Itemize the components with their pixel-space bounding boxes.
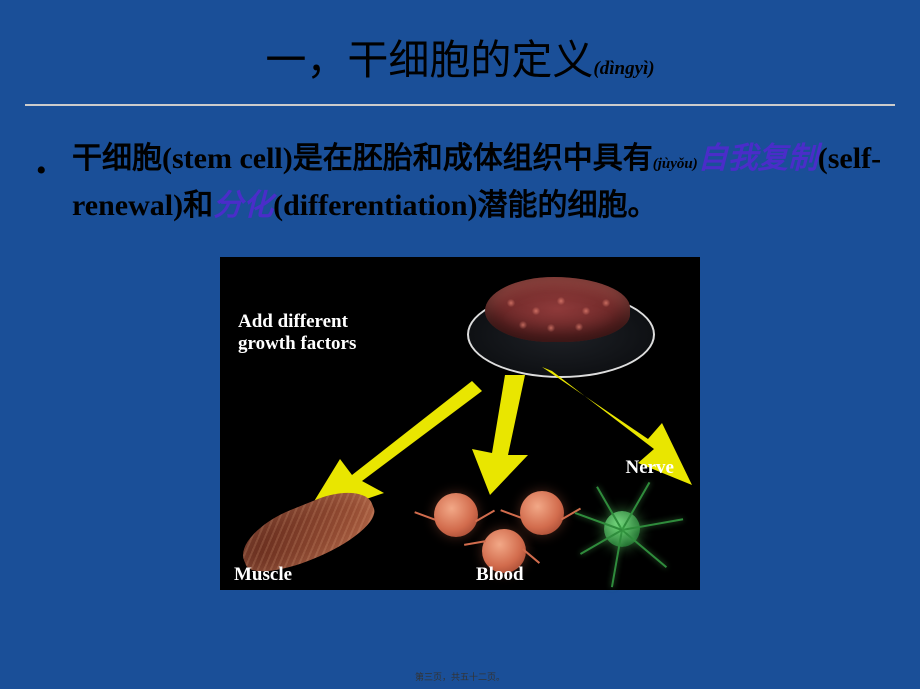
body-black-b: (differentiation)潜能的细胞。 xyxy=(273,189,657,222)
nerve-label: Nerve xyxy=(625,457,674,479)
bullet-icon: • xyxy=(36,148,47,195)
figure-wrap: Add differentgrowth factors Muscle Blood xyxy=(0,257,920,595)
body-purple-a: 自我复制 xyxy=(698,142,818,175)
title-pinyin: (dìngyì) xyxy=(593,58,654,79)
blood-cell-icon xyxy=(520,491,564,535)
body-paragraph: • 干细胞(stem cell)是在胚胎和成体组织中具有(jùyǒu)自我复制 (… xyxy=(0,106,920,229)
growth-factors-label: Add differentgrowth factors xyxy=(238,311,356,356)
title-bar: 一，干细胞的定义(dìngyì) xyxy=(0,0,920,104)
cell-cluster-icon xyxy=(485,277,630,342)
stem-cell-diagram: Add differentgrowth factors Muscle Blood xyxy=(220,257,700,590)
blood-label: Blood xyxy=(476,564,524,586)
title-main: 一，干细胞的定义 xyxy=(265,37,593,83)
body-purple-b: 分化 xyxy=(213,189,273,222)
muscle-label: Muscle xyxy=(234,564,292,586)
nerve-cell-icon xyxy=(574,481,684,581)
page-footer: 第三页，共五十二页。 xyxy=(0,670,920,683)
body-seg1: 干细胞(stem cell)是在胚胎和成体组织中具有 xyxy=(72,142,653,175)
blood-cell-icon xyxy=(434,493,478,537)
body-pinyin1: (jùyǒu) xyxy=(653,156,698,172)
